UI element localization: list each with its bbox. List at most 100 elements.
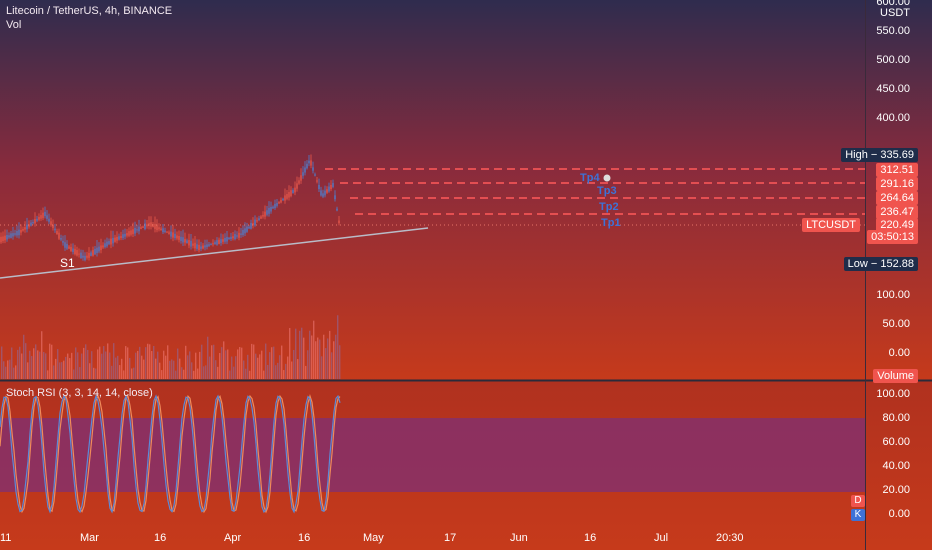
volume-bar bbox=[77, 352, 79, 379]
candle-body bbox=[134, 227, 136, 234]
candle-body bbox=[96, 247, 98, 253]
candle-body bbox=[148, 222, 150, 227]
candle-body bbox=[192, 243, 194, 246]
candle-body bbox=[336, 208, 338, 211]
candle-body bbox=[202, 245, 204, 249]
high-price-tag: High − 335.69 bbox=[841, 148, 918, 162]
candle-body bbox=[314, 174, 316, 176]
tp3-label[interactable]: Tp3 bbox=[597, 185, 617, 197]
volume-bar bbox=[297, 359, 299, 379]
volume-bar bbox=[125, 346, 127, 379]
volume-bar bbox=[275, 365, 277, 379]
volume-bar bbox=[57, 349, 59, 379]
volume-bar bbox=[109, 352, 111, 379]
candle-body bbox=[318, 184, 320, 190]
tp1-label[interactable]: Tp1 bbox=[601, 217, 621, 229]
candle-body bbox=[268, 207, 270, 214]
candle-body bbox=[164, 230, 166, 232]
price-tick: 450.00 bbox=[876, 83, 910, 95]
candle-body bbox=[206, 244, 208, 248]
candle-body bbox=[138, 226, 140, 232]
volume-bar bbox=[87, 349, 89, 379]
volume-bar bbox=[311, 335, 313, 379]
candle-body bbox=[160, 228, 162, 230]
tp4-marker-dot[interactable] bbox=[603, 174, 611, 182]
tp4-label[interactable]: Tp4 bbox=[580, 172, 600, 184]
volume-bar bbox=[221, 347, 223, 379]
candle-body bbox=[242, 229, 244, 236]
support-label[interactable]: S1 bbox=[60, 256, 75, 270]
volume-bar bbox=[245, 368, 247, 379]
tp2-label[interactable]: Tp2 bbox=[599, 201, 619, 213]
candle-body bbox=[266, 210, 268, 215]
time-tick: 11 bbox=[0, 532, 12, 544]
volume-bar bbox=[205, 365, 207, 379]
candle-body bbox=[322, 193, 324, 197]
volume-bar bbox=[307, 350, 309, 379]
candle-body bbox=[284, 195, 286, 201]
volume-bar bbox=[193, 370, 195, 379]
candle-body bbox=[36, 218, 38, 221]
time-tick: 16 bbox=[154, 532, 167, 544]
volume-bar bbox=[241, 347, 243, 379]
volume-bar bbox=[261, 350, 263, 379]
candle-body bbox=[220, 239, 222, 244]
volume-bar bbox=[281, 345, 283, 379]
candle-body bbox=[4, 235, 6, 241]
candle-body bbox=[88, 253, 90, 258]
candle-body bbox=[254, 219, 256, 226]
stoch-rsi-title[interactable]: Stoch RSI (3, 3, 14, 14, close) bbox=[6, 387, 153, 399]
volume-bar bbox=[9, 359, 11, 379]
candle-body bbox=[186, 240, 188, 244]
volume-bar bbox=[239, 346, 241, 379]
volume-bar bbox=[31, 356, 33, 379]
volume-bar bbox=[267, 364, 269, 379]
candle-body bbox=[38, 216, 40, 220]
candle-body bbox=[288, 192, 290, 198]
rsi-band bbox=[0, 418, 865, 492]
volume-bar bbox=[185, 345, 187, 379]
price-tick: 0.00 bbox=[888, 347, 910, 359]
volume-bar bbox=[167, 345, 169, 379]
volume-bar bbox=[171, 359, 173, 379]
candle-body bbox=[124, 233, 126, 237]
volume-bar bbox=[195, 352, 197, 379]
time-tick: Apr bbox=[224, 532, 242, 544]
countdown-tag: 03:50:13 bbox=[867, 230, 918, 244]
candle-body bbox=[68, 246, 70, 249]
volume-bar bbox=[11, 347, 13, 379]
candle-body bbox=[16, 230, 18, 236]
volume-bar bbox=[291, 361, 293, 379]
candle-body bbox=[34, 219, 36, 224]
volume-bar bbox=[35, 344, 37, 379]
candle-body bbox=[78, 253, 80, 255]
volume-bar bbox=[177, 348, 179, 379]
volume-legend[interactable]: Vol bbox=[6, 19, 22, 31]
candle-body bbox=[190, 240, 192, 247]
volume-bar bbox=[67, 353, 69, 379]
volume-bar bbox=[71, 352, 73, 379]
volume-bar bbox=[257, 357, 259, 379]
volume-bar bbox=[249, 370, 251, 379]
volume-bar bbox=[1, 346, 3, 379]
volume-bar bbox=[321, 356, 323, 379]
candle-body bbox=[58, 232, 60, 239]
volume-bar bbox=[215, 360, 217, 379]
symbol-title[interactable]: Litecoin / TetherUS, 4h, BINANCE bbox=[6, 5, 173, 17]
support-trendline[interactable] bbox=[0, 227, 429, 279]
candle-body bbox=[334, 195, 336, 200]
candle-body bbox=[306, 163, 308, 169]
candle-body bbox=[332, 183, 334, 187]
volume-bar bbox=[255, 353, 257, 379]
candle-body bbox=[210, 243, 212, 245]
rsi-tick: 100.00 bbox=[876, 388, 910, 400]
volume-bar bbox=[75, 347, 77, 379]
volume-bar bbox=[107, 343, 109, 379]
candle-body bbox=[140, 227, 142, 229]
candle-body bbox=[136, 229, 138, 231]
volume-bar bbox=[141, 355, 143, 379]
candle-body bbox=[50, 221, 52, 226]
volume-bar bbox=[117, 355, 119, 379]
